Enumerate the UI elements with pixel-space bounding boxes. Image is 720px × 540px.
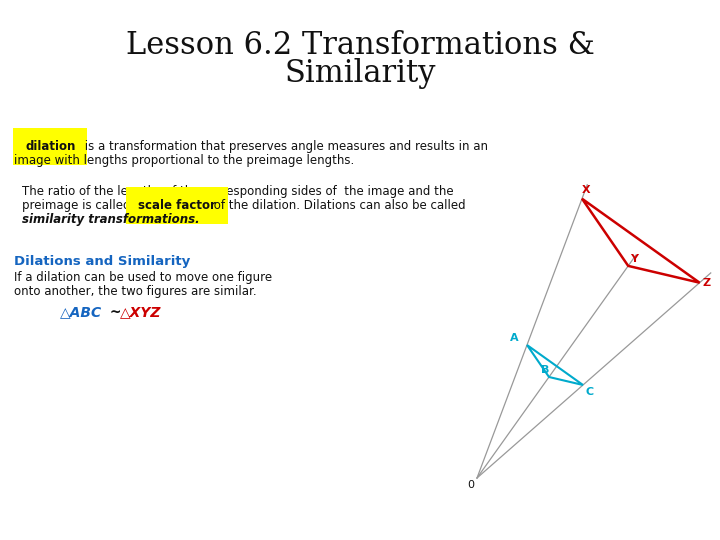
Text: image with lengths proportional to the preimage lengths.: image with lengths proportional to the p… xyxy=(14,154,354,167)
Text: 0: 0 xyxy=(467,480,474,490)
Text: of the dilation. Dilations can also be called: of the dilation. Dilations can also be c… xyxy=(210,199,466,212)
Text: If a dilation can be used to move one figure: If a dilation can be used to move one fi… xyxy=(14,271,272,284)
Text: △XYZ: △XYZ xyxy=(120,305,161,319)
Text: Lesson 6.2 Transformations &: Lesson 6.2 Transformations & xyxy=(125,30,595,61)
Text: The ratio of the lengths of the corresponding sides of  the image and the: The ratio of the lengths of the correspo… xyxy=(22,185,454,198)
Text: C: C xyxy=(585,387,593,397)
Text: scale factor: scale factor xyxy=(138,199,216,212)
Text: B: B xyxy=(541,365,549,375)
Text: preimage is called the: preimage is called the xyxy=(22,199,158,212)
Text: Y: Y xyxy=(630,254,638,264)
Text: ~: ~ xyxy=(105,305,127,319)
Text: Similarity: Similarity xyxy=(284,58,436,89)
Text: onto another, the two figures are similar.: onto another, the two figures are simila… xyxy=(14,285,256,298)
Text: similarity transformations.: similarity transformations. xyxy=(22,213,199,226)
Text: dilation: dilation xyxy=(25,140,76,153)
Text: is a transformation that preserves angle measures and results in an: is a transformation that preserves angle… xyxy=(81,140,488,153)
Text: X: X xyxy=(582,185,590,195)
Text: A: A xyxy=(510,333,519,343)
Text: A: A xyxy=(14,140,26,153)
Text: △ABC: △ABC xyxy=(60,305,102,319)
Text: Dilations and Similarity: Dilations and Similarity xyxy=(14,255,190,268)
Text: Z: Z xyxy=(703,278,711,288)
